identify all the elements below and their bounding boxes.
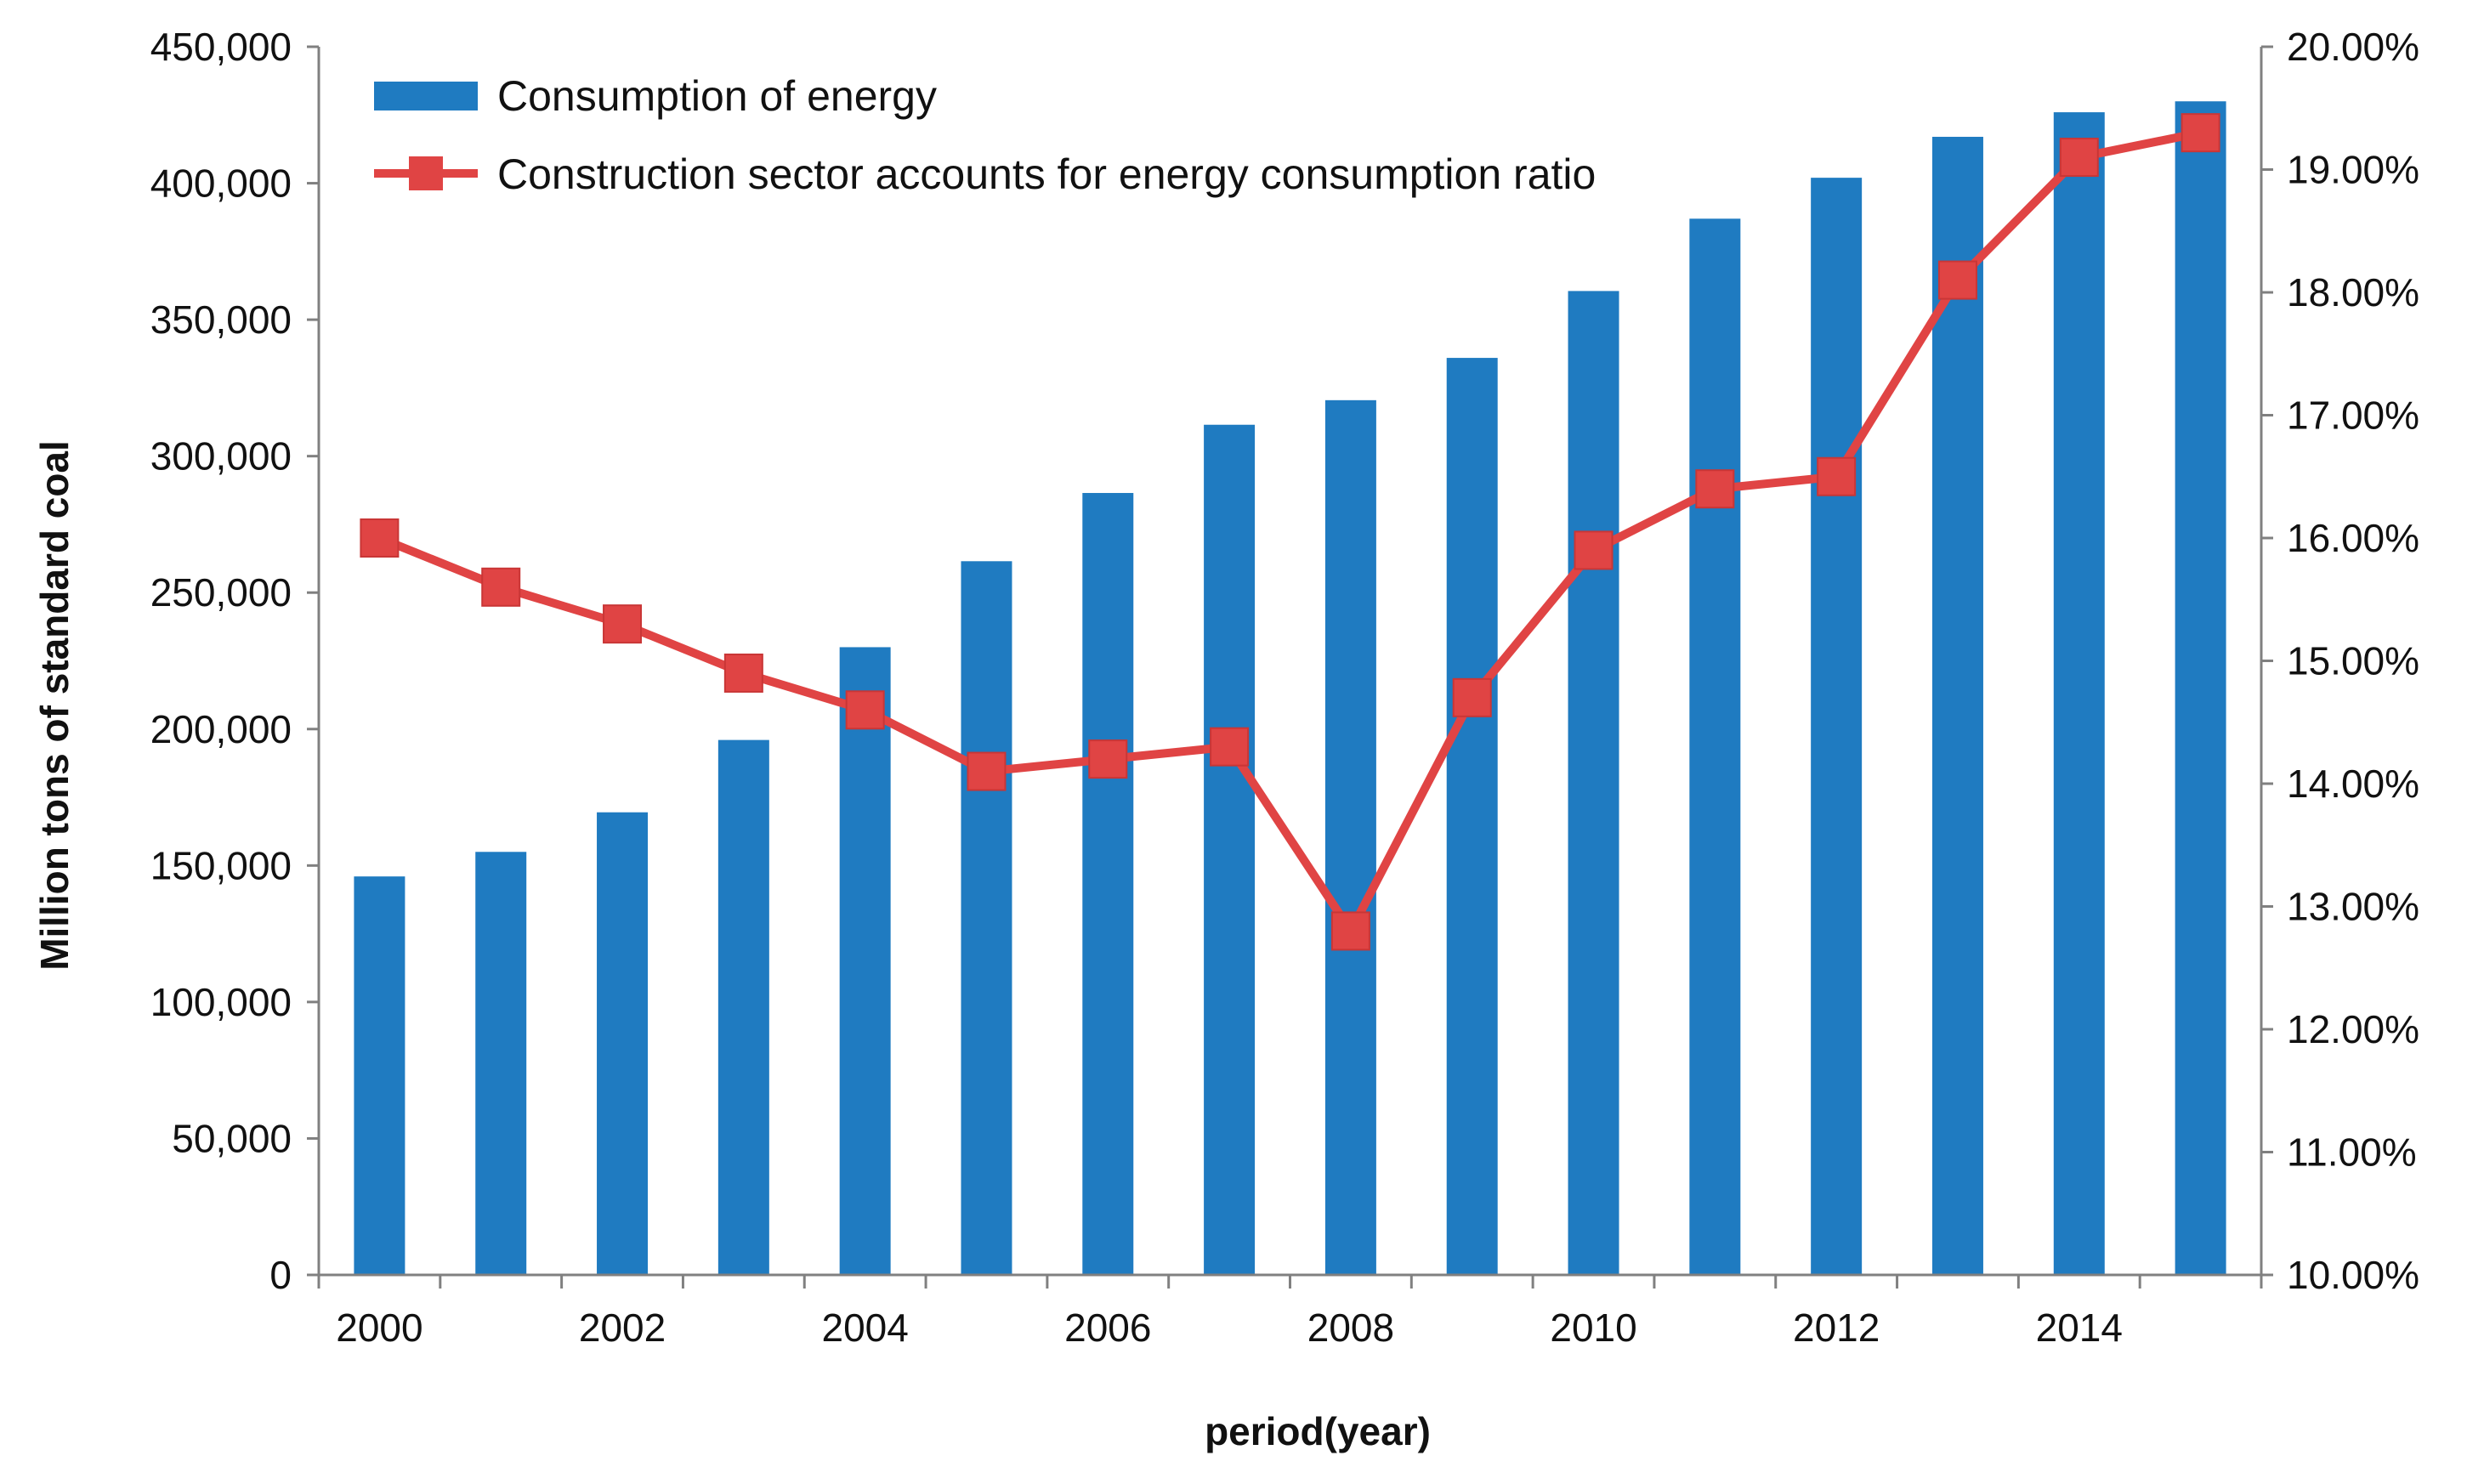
ratio-marker-2015 — [2181, 113, 2220, 153]
bar-2015 — [2175, 101, 2226, 1276]
y-right-tick-label: 13.00% — [2287, 885, 2419, 929]
ratio-marker-2001 — [481, 567, 521, 607]
y-left-tick-label: 350,000 — [150, 297, 292, 342]
y-right-tick-label: 19.00% — [2287, 148, 2419, 192]
x-tick-label: 2004 — [821, 1306, 908, 1350]
ratio-marker-2005 — [967, 751, 1007, 791]
legend-label-energy: Consumption of energy — [497, 72, 937, 120]
ratio-line — [377, 128, 2202, 936]
bar-2008 — [1324, 399, 1376, 1276]
y-left-tick-label: 300,000 — [150, 434, 292, 479]
y-left-tick-label: 150,000 — [150, 843, 292, 887]
legend: Consumption of energy Construction secto… — [374, 72, 1596, 198]
y-left-tick-label: 250,000 — [150, 570, 292, 615]
y-right-tick-label: 17.00% — [2287, 394, 2419, 438]
y-left-tick-label: 100,000 — [150, 980, 292, 1024]
legend-swatch-marker — [409, 156, 443, 190]
bar-2004 — [839, 647, 891, 1275]
bar-2002 — [597, 812, 649, 1275]
bar-2006 — [1082, 493, 1134, 1275]
bar-2011 — [1689, 218, 1741, 1275]
x-tick-label: 2010 — [1550, 1306, 1636, 1350]
ratio-marker-2000 — [360, 518, 400, 558]
bar-2013 — [1931, 136, 1983, 1275]
y-right-tick-label: 20.00% — [2287, 25, 2419, 69]
bar-series-energy-consumption — [354, 101, 2226, 1276]
y-right-tick-label: 16.00% — [2287, 516, 2419, 560]
y-right-tick-label: 18.00% — [2287, 270, 2419, 314]
bar-2001 — [475, 852, 527, 1275]
y-left-tick-label: 450,000 — [150, 25, 292, 69]
y-right-tick-label: 12.00% — [2287, 1007, 2419, 1051]
x-tick-label: 2008 — [1307, 1306, 1394, 1350]
y-left-tick-label: 0 — [269, 1253, 292, 1297]
ratio-marker-2012 — [1817, 456, 1857, 496]
bar-2012 — [1811, 178, 1863, 1276]
ratio-marker-2004 — [845, 690, 885, 730]
bar-2014 — [2053, 112, 2105, 1276]
bar-2009 — [1446, 358, 1498, 1276]
x-tick-label: 2002 — [579, 1306, 666, 1350]
y-right-tick-label: 15.00% — [2287, 639, 2419, 683]
ratio-marker-2002 — [603, 604, 643, 644]
ratio-marker-2013 — [1937, 260, 1977, 300]
legend-swatch-energy — [374, 82, 478, 110]
line-series-construction-ratio — [360, 113, 2220, 951]
ratio-marker-2003 — [723, 653, 763, 693]
y-left-tick-label: 400,000 — [150, 161, 292, 206]
ratio-marker-2007 — [1210, 727, 1250, 767]
x-axis-title: period(year) — [1205, 1409, 1431, 1453]
bar-2010 — [1568, 291, 1619, 1276]
bar-2000 — [354, 876, 405, 1275]
y-axis-title: Million tons of standard coal — [32, 440, 77, 971]
legend-label-ratio: Construction sector accounts for energy … — [497, 150, 1596, 198]
ratio-marker-2008 — [1330, 911, 1370, 951]
ratio-marker-2014 — [2059, 138, 2099, 178]
bar-2007 — [1204, 424, 1256, 1275]
ratio-marker-2010 — [1574, 530, 1613, 570]
axes: 0 50,000 100,000 150,000 200,000 250,000 300,0… — [150, 25, 2419, 1350]
x-tick-label: 2012 — [1793, 1306, 1880, 1350]
y-right-tick-label: 10.00% — [2287, 1253, 2419, 1297]
y-right-tick-label: 11.00% — [2287, 1130, 2417, 1175]
x-tick-label: 2000 — [336, 1306, 423, 1350]
x-tick-label: 2006 — [1064, 1306, 1151, 1350]
ratio-marker-2009 — [1452, 677, 1492, 717]
bar-2003 — [717, 739, 769, 1275]
ratio-marker-2011 — [1695, 469, 1735, 509]
x-tick-label: 2014 — [2036, 1306, 2123, 1350]
y-left-tick-label: 50,000 — [172, 1116, 292, 1160]
bar-2005 — [961, 561, 1012, 1275]
ratio-marker-2006 — [1088, 739, 1128, 779]
y-right-tick-label: 14.00% — [2287, 762, 2419, 806]
y-left-tick-label: 200,000 — [150, 707, 292, 751]
